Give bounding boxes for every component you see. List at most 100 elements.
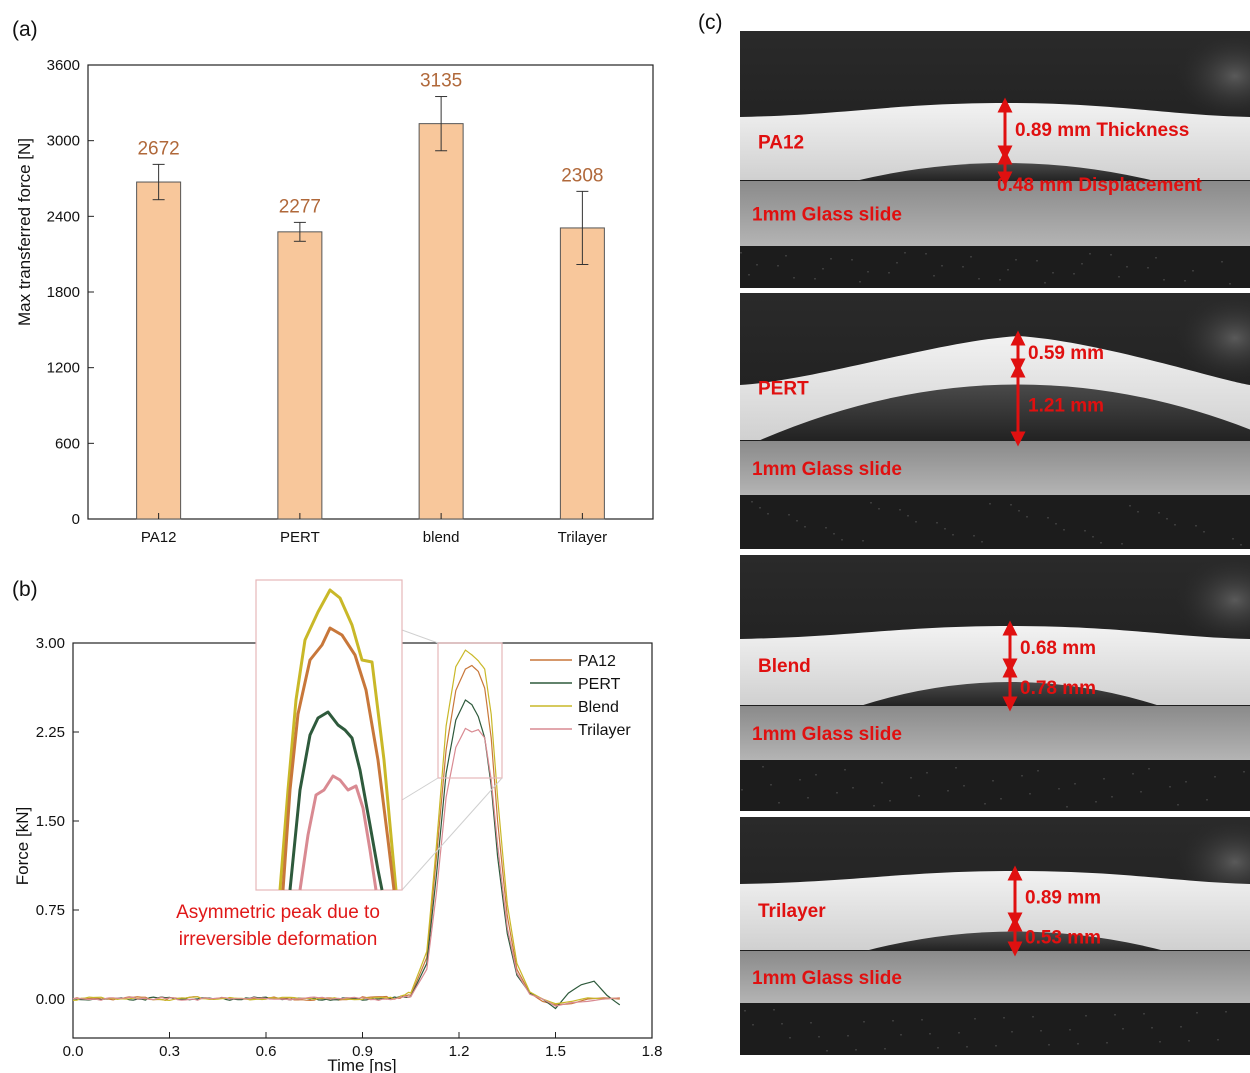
texture-speck xyxy=(804,526,806,528)
texture-speck xyxy=(741,789,743,791)
texture-speck xyxy=(1081,263,1083,265)
photo-panel: 0.89 mm 0.53 mm Trilayer 1mm Glass slide xyxy=(740,817,1250,1055)
texture-speck xyxy=(1174,524,1176,526)
texture-speck xyxy=(1185,781,1187,783)
texture-speck xyxy=(744,1010,746,1012)
texture-speck xyxy=(1010,504,1012,506)
texture-speck xyxy=(852,787,854,789)
texture-speck xyxy=(777,265,779,267)
texture-speck xyxy=(1003,1017,1005,1019)
stage-surface xyxy=(740,495,1250,549)
texture-speck xyxy=(814,278,816,280)
film-layer xyxy=(740,626,1250,705)
texture-speck xyxy=(1159,1041,1161,1043)
texture-speck xyxy=(799,779,801,781)
stage-surface xyxy=(740,760,1250,811)
data-label: 2672 xyxy=(137,138,179,159)
annotation-line-2: irreversible deformation xyxy=(179,929,378,950)
texture-speck xyxy=(926,772,928,774)
texture-speck xyxy=(1188,1040,1190,1042)
sample-label: Blend xyxy=(758,656,811,677)
substrate-label: 1mm Glass slide xyxy=(752,968,902,989)
texture-speck xyxy=(1158,512,1160,514)
legend-label-pa12: PA12 xyxy=(578,653,616,670)
texture-speck xyxy=(1089,253,1091,255)
stage-surface xyxy=(740,246,1250,288)
texture-speck xyxy=(966,1046,968,1048)
texture-speck xyxy=(1177,804,1179,806)
x-tick-label-b: 0.6 xyxy=(256,1043,277,1060)
texture-speck xyxy=(1058,788,1060,790)
texture-speck xyxy=(1047,517,1049,519)
texture-speck xyxy=(751,501,753,503)
texture-speck xyxy=(836,792,838,794)
texture-speck xyxy=(1103,778,1105,780)
texture-speck xyxy=(793,277,795,279)
x-tick-label-b: 1.2 xyxy=(449,1043,470,1060)
glass-slide xyxy=(740,951,1250,1003)
texture-speck xyxy=(748,274,750,276)
legend-label-trilayer: Trilayer xyxy=(578,722,631,739)
sample-label: PA12 xyxy=(758,133,804,154)
texture-speck xyxy=(770,784,772,786)
texture-speck xyxy=(1026,516,1028,518)
texture-speck xyxy=(1084,530,1086,532)
texture-speck xyxy=(1044,282,1046,284)
thickness-label: 0.59 mm xyxy=(1028,343,1104,364)
bar xyxy=(277,231,323,520)
texture-speck xyxy=(963,785,965,787)
y-tick-label-b: 1.50 xyxy=(36,813,65,830)
texture-speck xyxy=(825,527,827,529)
texture-speck xyxy=(1180,1026,1182,1028)
texture-speck xyxy=(740,252,742,254)
texture-speck xyxy=(778,802,780,804)
texture-speck xyxy=(933,275,935,277)
x-tick-label-b: 1.8 xyxy=(642,1043,663,1060)
texture-speck xyxy=(1140,791,1142,793)
thickness-label: 0.89 mm xyxy=(1025,888,1101,909)
texture-speck xyxy=(1100,542,1102,544)
sample-label: Trilayer xyxy=(758,901,826,922)
texture-speck xyxy=(826,1050,828,1052)
texture-speck xyxy=(1240,544,1242,546)
texture-speck xyxy=(1015,259,1017,261)
texture-speck xyxy=(785,255,787,257)
texture-speck xyxy=(822,268,824,270)
texture-speck xyxy=(1132,773,1134,775)
texture-speck xyxy=(1122,1028,1124,1030)
texture-speck xyxy=(788,514,790,516)
inset-line-blend xyxy=(278,588,398,891)
texture-speck xyxy=(781,1023,783,1025)
texture-speck xyxy=(1069,1029,1071,1031)
inset-line-pa12 xyxy=(281,626,396,891)
texture-speck xyxy=(1143,1013,1145,1015)
texture-speck xyxy=(915,521,917,523)
y-tick-label-a: 600 xyxy=(55,435,80,452)
texture-speck xyxy=(995,1045,997,1047)
texture-speck xyxy=(789,1037,791,1039)
texture-speck xyxy=(756,264,758,266)
panel-label-a: (a) xyxy=(12,18,38,41)
texture-speck xyxy=(1052,272,1054,274)
texture-speck xyxy=(881,782,883,784)
texture-speck xyxy=(900,1034,902,1036)
texture-speck xyxy=(1221,261,1223,263)
texture-speck xyxy=(1155,257,1157,259)
texture-speck xyxy=(1021,775,1023,777)
texture-speck xyxy=(1225,1011,1227,1013)
texture-speck xyxy=(773,1009,775,1011)
texture-speck xyxy=(1073,273,1075,275)
texture-speck xyxy=(844,769,846,771)
texture-speck xyxy=(762,766,764,768)
texture-speck xyxy=(1114,1014,1116,1016)
y-tick-label-a: 0 xyxy=(72,511,80,528)
texture-speck xyxy=(1018,510,1020,512)
texture-speck xyxy=(1203,531,1205,533)
data-label: 3135 xyxy=(420,71,462,92)
texture-speck xyxy=(1111,796,1113,798)
texture-speck xyxy=(984,803,986,805)
texture-speck xyxy=(899,509,901,511)
texture-speck xyxy=(892,1020,894,1022)
lamp-glow xyxy=(1175,31,1250,121)
